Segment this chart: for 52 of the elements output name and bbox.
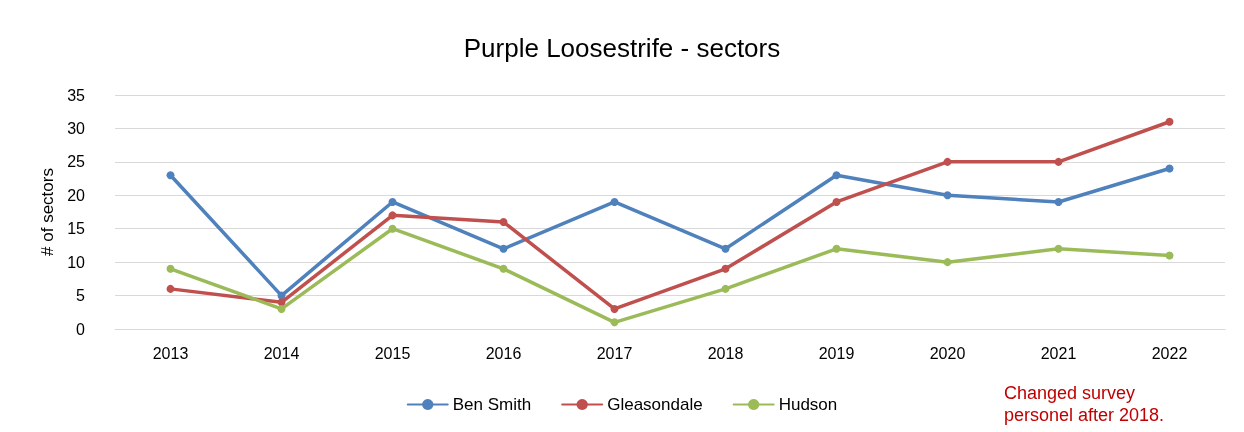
point <box>832 171 841 180</box>
point <box>388 224 397 233</box>
x-tick-label: 2015 <box>374 344 411 362</box>
legend-label: Hudson <box>778 395 838 414</box>
legend-label: Ben Smith <box>452 395 532 414</box>
point <box>610 197 619 206</box>
point <box>166 264 175 273</box>
legend-label: Gleasondale <box>607 395 703 414</box>
text: Changed survey personel after 2018. <box>1003 383 1165 425</box>
x-tick-label: 2020 <box>929 344 966 362</box>
point <box>388 211 397 220</box>
point <box>943 191 952 200</box>
point <box>1165 164 1174 173</box>
point <box>1165 251 1174 260</box>
point <box>499 218 508 227</box>
x-tick-label: 2017 <box>596 344 633 362</box>
point <box>832 244 841 253</box>
x-tick-label: 2022 <box>1151 344 1188 362</box>
point <box>721 244 730 253</box>
point <box>943 258 952 267</box>
y-tick-label: 35 <box>67 86 86 104</box>
y-tick-label: 10 <box>67 253 86 271</box>
x-tick-label: 2016 <box>485 344 522 362</box>
point <box>166 284 175 293</box>
y-tick-label: 15 <box>67 220 86 238</box>
y-tick-label: 20 <box>67 186 86 204</box>
x-tick-label: 2013 <box>152 344 189 362</box>
y-axis-title: # of sectors <box>38 168 58 256</box>
point <box>388 197 397 206</box>
point <box>943 157 952 166</box>
point <box>1165 117 1174 126</box>
point <box>1054 157 1063 166</box>
point <box>610 304 619 313</box>
y-tick-label: 30 <box>67 119 86 137</box>
point <box>499 244 508 253</box>
y-tick-label: 0 <box>76 320 86 338</box>
x-tick-label: 2014 <box>263 344 300 362</box>
x-tick-label: 2019 <box>818 344 855 362</box>
point <box>166 171 175 180</box>
point <box>721 264 730 273</box>
point <box>277 304 286 313</box>
x-tick-label: 2018 <box>707 344 744 362</box>
point <box>721 284 730 293</box>
point <box>610 318 619 327</box>
x-tick-label: 2021 <box>1040 344 1077 362</box>
point <box>1054 197 1063 206</box>
point <box>499 264 508 273</box>
point <box>832 197 841 206</box>
y-tick-label: 5 <box>76 287 86 305</box>
point <box>1054 244 1063 253</box>
y-tick-label: 25 <box>67 153 86 171</box>
chart-title: Purple Loosestrife - sectors <box>463 33 781 63</box>
